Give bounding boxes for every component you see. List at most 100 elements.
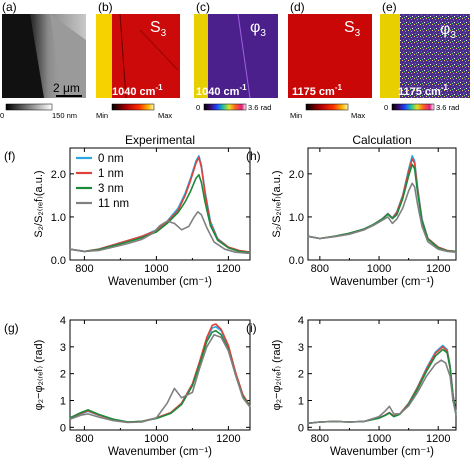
panel-c-sub: 3 (260, 28, 266, 39)
chart-i-ytick-label: 3 (298, 342, 304, 354)
panel-e-wave: 1175 cm (398, 86, 441, 98)
panel-d-sub: 3 (355, 28, 361, 39)
chart-g-xtick-label: 1000 (144, 433, 168, 445)
chart-f-ytick-label: 2.0 (51, 169, 66, 181)
chart-i-xtick-label: 1000 (367, 433, 391, 445)
panel-d-wavenumber: 1175 cm-1 (292, 83, 342, 98)
chart-i-ylabel: φ₂−φ₂₍ᵣₑf₎ (rad) (271, 340, 283, 411)
panel-c-sym: φ (250, 19, 260, 36)
chart-h-xtick-label: 1200 (426, 263, 450, 275)
chart-i-xlabel: Wavenumber (cm⁻¹) (330, 446, 434, 458)
panel-c-crack (237, 13, 251, 99)
chart-f-series-line (69, 155, 251, 253)
panel-a-flake-edge (2, 14, 44, 98)
panel-b-cb-max: Max (158, 111, 172, 120)
panel-b-sub: 3 (161, 28, 167, 39)
chart-h-xtick-label: 1000 (367, 263, 391, 275)
chart-f-ylabel: S₂/S₂₍ᵣₑf₎(a.u.) (33, 170, 45, 237)
chart-g-letter: (g) (4, 321, 19, 335)
panel-c-symbol: φ3 (250, 19, 266, 39)
chart-calculation-amplitude: (h) Calculation 800 1000 1200 0.0 1.0 2.0 Wavenu… (246, 133, 457, 288)
chart-h-series-line (307, 163, 457, 253)
chart-f-frame (69, 147, 251, 261)
panel-b: (b) S3 1040 cm-1 Min Max (96, 0, 180, 120)
panel-d-sym: S (344, 19, 355, 36)
panel-b-sup: -1 (155, 83, 163, 92)
chart-h-title: Calculation (352, 133, 411, 147)
chart-h-ylabel: S₂/S₂₍ᵣₑf₎(a.u.) (271, 170, 283, 237)
chart-f-xtick-label: 1000 (144, 263, 168, 275)
chart-f-letter: (f) (4, 149, 15, 163)
panel-c-cb-max: 3.6 rad (248, 103, 271, 112)
chart-f-series-line (69, 211, 251, 255)
chart-g-ytick-label: 1 (60, 395, 66, 407)
panel-e-sub: 3 (450, 30, 456, 41)
panel-a-layer (50, 14, 86, 98)
panel-c-substrate (194, 14, 208, 98)
panel-b-letter: (b) (98, 0, 113, 14)
panel-b-crack-2 (139, 29, 179, 71)
panel-e-symbol: φ3 (440, 21, 456, 41)
chart-f-ytick-label: 1.0 (51, 212, 66, 224)
panel-d-wave: 1175 cm (292, 86, 335, 98)
panel-c: (c) φ3 1040 cm-1 0 3.6 rad (194, 0, 278, 112)
chart-g-ytick-label: 3 (60, 342, 66, 354)
chart-g-series-line (69, 333, 251, 424)
panel-c-wavenumber: 1040 cm-1 (196, 83, 247, 98)
chart-h-letter: (h) (246, 149, 261, 163)
chart-i-frame (307, 319, 457, 431)
chart-i-series-line (307, 348, 457, 425)
chart-h-ytick-label: 0.0 (289, 255, 304, 267)
chart-f-series-line (69, 173, 251, 254)
panel-c-wave: 1040 cm (196, 86, 240, 98)
panel-b-colorbar (111, 103, 155, 111)
panel-d-cb-min: Min (290, 111, 302, 120)
panel-b-substrate (96, 14, 112, 98)
chart-i-ytick-label: 4 (298, 315, 304, 327)
panel-e-sup: -1 (441, 83, 449, 92)
chart-i-series-line (307, 359, 457, 425)
panel-b-wavenumber: 1040 cm-1 (112, 83, 163, 98)
panel-c-cb-min: 0 (196, 103, 200, 112)
panel-a-letter: (a) (2, 0, 17, 14)
chart-g-frame (69, 319, 251, 431)
panel-a-colorbar (5, 103, 53, 111)
panel-e-colorbar (391, 103, 435, 111)
panel-c-sup: -1 (239, 83, 247, 92)
panel-d-noise (288, 14, 372, 98)
chart-f-ytick-label: 0.0 (51, 255, 66, 267)
chart-g-ylabel: φ₂−φ₂₍ᵣₑf₎ (rad) (33, 340, 45, 411)
panel-a-cb-max: 150 nm (52, 111, 77, 120)
panel-d-letter: (d) (290, 0, 305, 14)
chart-f-legend-label: 0 nm (98, 153, 124, 165)
chart-experimental-phase: (g) 800 1000 1200 0 1 2 3 4 Wavenumber (cm⁻¹) φ₂−φ… (4, 315, 251, 458)
chart-h-xlabel: Wavenumber (cm⁻¹) (330, 276, 434, 288)
chart-f-title: Experimental (125, 133, 195, 147)
chart-experimental-amplitude: (f) Experimental 800 1000 1200 0.0 1.0 2.0 Waven… (4, 133, 251, 288)
chart-h-series-line (307, 182, 457, 253)
panel-e-wavenumber: 1175 cm-1 (398, 83, 448, 98)
panel-e-sym: φ (440, 21, 450, 38)
panel-d-sup: -1 (335, 83, 343, 92)
panel-a: (a) 2 μm 0 150 nm (0, 0, 86, 120)
chart-i-xtick-label: 1200 (426, 433, 450, 445)
panel-c-colorbar (203, 103, 247, 111)
chart-i-letter: (i) (246, 321, 257, 335)
panel-e: (e) φ3 1175 cm-1 0 3.6 rad (380, 0, 470, 112)
chart-calculation-phase: (i) 800 1000 1200 0 1 2 3 4 Wavenumber (cm⁻¹) φ₂−φ… (246, 315, 457, 458)
chart-f-legend-label: 11 nm (98, 198, 129, 210)
chart-i-xtick-label: 800 (311, 433, 329, 445)
chart-i-ytick-label: 1 (298, 395, 304, 407)
panel-e-substrate (380, 14, 400, 98)
chart-g-xtick-label: 800 (75, 433, 93, 445)
panel-b-cb-min: Min (96, 111, 108, 120)
panel-e-letter: (e) (382, 0, 397, 14)
chart-h-xtick-label: 800 (311, 263, 329, 275)
panel-e-cb-min: 0 (384, 103, 388, 112)
chart-f-legend-label: 3 nm (98, 183, 124, 195)
panel-b-sym: S (150, 19, 161, 36)
panel-d-cb-max: Max (351, 111, 365, 120)
chart-h-ytick-label: 2.0 (289, 169, 304, 181)
chart-g-xlabel: Wavenumber (cm⁻¹) (108, 446, 212, 458)
